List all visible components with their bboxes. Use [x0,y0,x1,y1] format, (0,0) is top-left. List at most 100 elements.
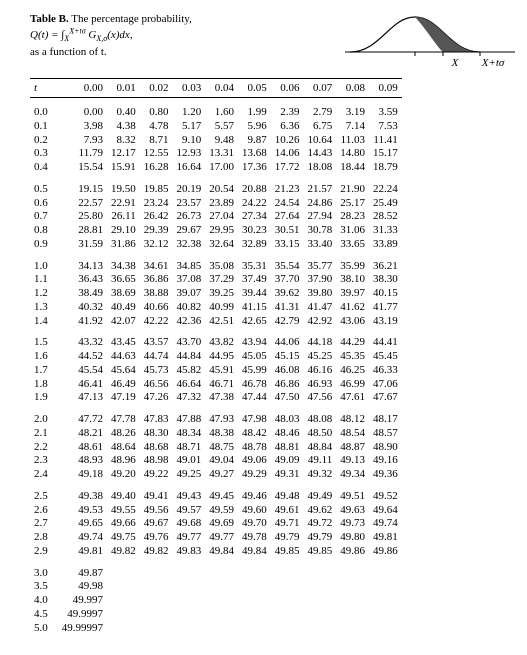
cell: 30.78 [304,224,337,238]
cell: 48.12 [336,405,369,427]
table-row: 1.644.5244.6344.7444.8444.9545.0545.1545… [30,350,402,364]
cell: 39.25 [205,287,238,301]
cell [205,559,238,581]
table-row: 1.034.1334.3834.6134.8535.0835.3135.5435… [30,252,402,274]
table-row: 2.849.7449.7549.7649.7749.7749.7849.7949… [30,531,402,545]
cell [336,580,369,594]
cell: 46.71 [205,378,238,392]
cell: 19.15 [58,175,107,197]
cell: 34.38 [107,252,140,274]
cell: 48.93 [58,454,107,468]
cell: 39.80 [304,287,337,301]
cell: 45.91 [205,364,238,378]
cell [173,608,206,622]
cell: 29.10 [107,224,140,238]
cell: 43.94 [238,328,271,350]
cell: 14.80 [336,147,369,161]
cell: 17.72 [271,161,304,175]
col-header: 0.09 [369,79,402,98]
cell: 35.99 [336,252,369,274]
cell: 49.98 [58,580,107,594]
cell: 25.80 [58,210,107,224]
cell: 49.34 [336,468,369,482]
cell: 49.43 [173,482,206,504]
cell: 35.08 [205,252,238,274]
cell: 32.12 [140,238,173,252]
cell: 0.40 [107,98,140,120]
row-label: 1.0 [30,252,58,274]
cell: 32.64 [205,238,238,252]
cell: 48.84 [304,441,337,455]
cell: 47.19 [107,391,140,405]
cell: 42.36 [173,315,206,329]
cell: 49.32 [304,468,337,482]
cell: 49.36 [369,468,402,482]
cell: 37.29 [205,273,238,287]
cell: 47.44 [238,391,271,405]
cell: 43.32 [58,328,107,350]
col-header: 0.06 [271,79,304,98]
cell: 19.50 [107,175,140,197]
cell: 3.59 [369,98,402,120]
cell: 49.80 [336,531,369,545]
row-label: 3.5 [30,580,58,594]
cell: 43.70 [173,328,206,350]
row-label: 2.9 [30,545,58,559]
row-label: 4.0 [30,594,58,608]
cell: 21.57 [304,175,337,197]
table-row: 4.549.9997 [30,608,402,622]
cell: 39.44 [238,287,271,301]
row-label: 2.7 [30,517,58,531]
cell: 22.24 [369,175,402,197]
table-row: 2.449.1849.2049.2249.2549.2749.2949.3149… [30,468,402,482]
cell [304,608,337,622]
cell: 6.75 [304,120,337,134]
cell [107,608,140,622]
cell [369,608,402,622]
cell: 49.74 [369,517,402,531]
cell: 44.18 [304,328,337,350]
cell: 49.49 [304,482,337,504]
cell: 49.18 [58,468,107,482]
cell: 22.91 [107,197,140,211]
cell: 17.00 [205,161,238,175]
cell: 49.73 [336,517,369,531]
cell: 3.19 [336,98,369,120]
table-row: 3.049.87 [30,559,402,581]
cell: 49.81 [369,531,402,545]
cell: 5.57 [205,120,238,134]
table-row: 0.27.938.328.719.109.489.8710.2610.6411.… [30,134,402,148]
cell: 29.39 [140,224,173,238]
cell: 49.60 [238,504,271,518]
table-row: 2.649.5349.5549.5649.5749.5949.6049.6149… [30,504,402,518]
cell: 41.47 [304,301,337,315]
cell [140,608,173,622]
cell: 7.53 [369,120,402,134]
cell: 5.96 [238,120,271,134]
cell: 23.89 [205,197,238,211]
cell: 49.78 [238,531,271,545]
cell: 49.87 [58,559,107,581]
cell: 42.22 [140,315,173,329]
cell [271,559,304,581]
cell: 48.17 [369,405,402,427]
cell: 30.23 [238,224,271,238]
cell: 45.05 [238,350,271,364]
cell [107,580,140,594]
cell [173,559,206,581]
table-row: 1.238.4938.6938.8839.0739.2539.4439.6239… [30,287,402,301]
row-label: 1.4 [30,315,58,329]
cell: 46.08 [271,364,304,378]
cell: 2.39 [271,98,304,120]
cell: 48.08 [304,405,337,427]
cell: 49.71 [271,517,304,531]
cell: 46.86 [271,378,304,392]
cell: 47.26 [140,391,173,405]
cell: 47.06 [369,378,402,392]
row-label: 0.9 [30,238,58,252]
cell: 49.84 [238,545,271,559]
cell: 49.84 [205,545,238,559]
cell: 49.85 [271,545,304,559]
cell: 22.57 [58,197,107,211]
cell: 27.34 [238,210,271,224]
